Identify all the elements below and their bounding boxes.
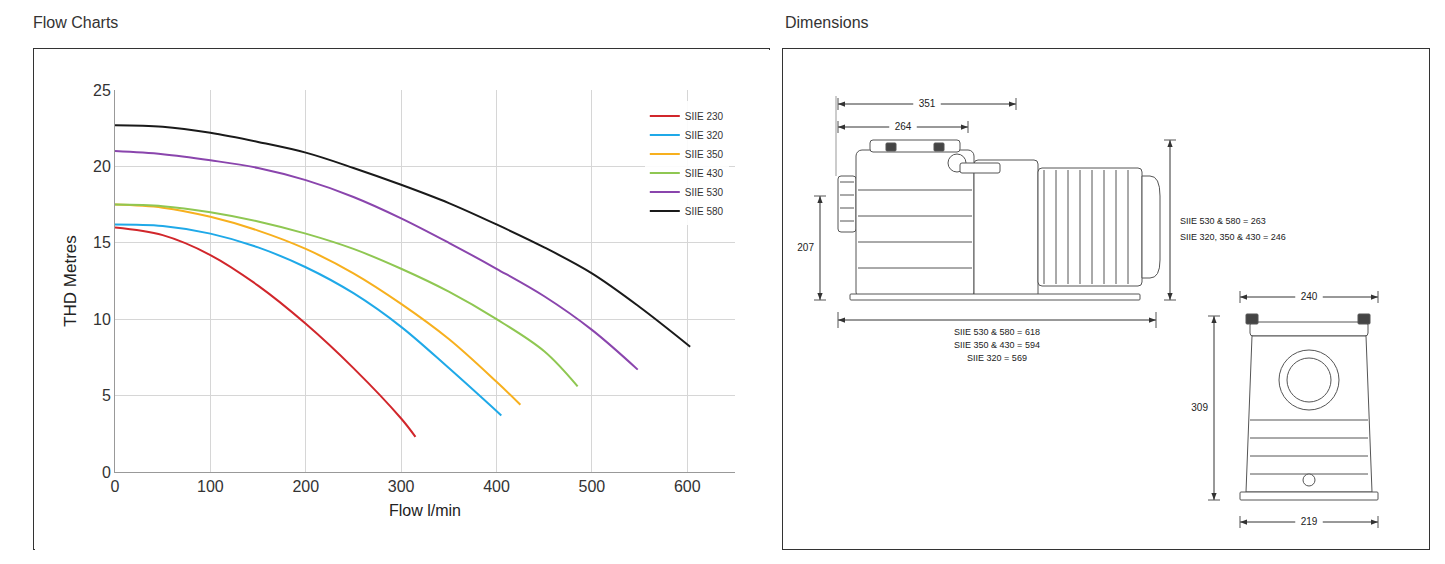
svg-text:240: 240 xyxy=(1301,291,1318,302)
svg-text:264: 264 xyxy=(895,121,912,132)
svg-text:SIIE 320 = 569: SIIE 320 = 569 xyxy=(967,353,1027,363)
svg-text:Flow l/min: Flow l/min xyxy=(389,502,461,519)
svg-text:SIIE 580: SIIE 580 xyxy=(685,206,724,217)
svg-text:SIIE 530 & 580 = 263: SIIE 530 & 580 = 263 xyxy=(1180,216,1266,226)
svg-text:400: 400 xyxy=(483,478,510,495)
svg-text:100: 100 xyxy=(197,478,224,495)
svg-text:SIIE 320, 350 & 430 = 246: SIIE 320, 350 & 430 = 246 xyxy=(1180,232,1286,242)
svg-text:219: 219 xyxy=(1301,516,1318,527)
svg-text:351: 351 xyxy=(919,98,936,109)
svg-text:SIIE 530 & 580 = 618: SIIE 530 & 580 = 618 xyxy=(954,327,1040,337)
svg-text:309: 309 xyxy=(1191,402,1208,413)
svg-text:200: 200 xyxy=(292,478,319,495)
svg-text:300: 300 xyxy=(388,478,415,495)
svg-text:0: 0 xyxy=(111,478,120,495)
svg-text:THD Metres: THD Metres xyxy=(61,235,80,327)
svg-text:SIIE 320: SIIE 320 xyxy=(685,130,724,141)
svg-text:600: 600 xyxy=(674,478,701,495)
html-text:Dimensions: Dimensions xyxy=(785,14,869,31)
svg-text:207: 207 xyxy=(797,242,814,253)
svg-text:15: 15 xyxy=(93,234,111,251)
svg-text:25: 25 xyxy=(93,82,111,99)
svg-text:SIIE 230: SIIE 230 xyxy=(685,111,724,122)
svg-text:SIIE 530: SIIE 530 xyxy=(685,187,724,198)
svg-text:10: 10 xyxy=(93,311,111,328)
svg-text:0: 0 xyxy=(102,464,111,481)
svg-text:SIIE 350: SIIE 350 xyxy=(685,149,724,160)
svg-text:SIIE 430: SIIE 430 xyxy=(685,168,724,179)
svg-text:5: 5 xyxy=(102,387,111,404)
svg-text:20: 20 xyxy=(93,158,111,175)
svg-text:500: 500 xyxy=(579,478,606,495)
svg-text:SIIE 350 & 430 = 594: SIIE 350 & 430 = 594 xyxy=(954,340,1040,350)
html-text:Flow Charts: Flow Charts xyxy=(33,14,119,31)
